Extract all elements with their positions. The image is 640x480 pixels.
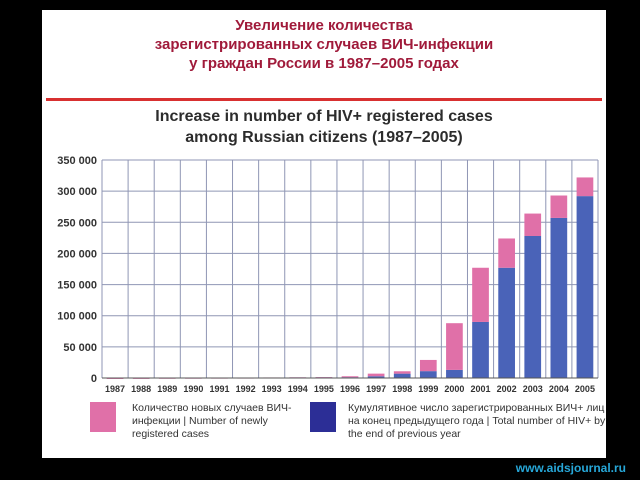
title-ru-line: зарегистрированных случаев ВИЧ-инфекции xyxy=(154,36,494,53)
y-tick-label: 150 000 xyxy=(57,280,97,292)
x-tick-label: 2005 xyxy=(575,384,595,394)
bar-cumulative-2003 xyxy=(524,235,542,378)
x-tick-label: 1989 xyxy=(157,384,177,394)
legend-swatch-cumulative xyxy=(310,402,336,432)
legend-label-new-cases: Количество новых случаев ВИЧ-инфекции | … xyxy=(132,402,292,440)
legend-swatch-new-cases xyxy=(90,402,116,432)
title-en-line: Increase in number of HIV+ registered ca… xyxy=(155,108,493,125)
bar-cumulative-2005 xyxy=(576,196,594,378)
y-tick-label: 0 xyxy=(91,373,97,385)
bar-new-cases-2000 xyxy=(446,323,463,370)
chart-title-russian: Увеличение количества зарегистрированных… xyxy=(42,16,606,73)
bar-cumulative-1997 xyxy=(367,376,385,378)
bar-new-cases-1996 xyxy=(341,376,359,378)
x-tick-label: 2000 xyxy=(444,384,464,394)
bar-cumulative-2000 xyxy=(446,369,463,378)
bar-cumulative-2002 xyxy=(498,267,515,378)
bar-cumulative-1999 xyxy=(419,371,437,378)
x-tick-label: 1990 xyxy=(183,384,203,394)
slide: Увеличение количества зарегистрированных… xyxy=(42,10,606,458)
x-tick-label: 2003 xyxy=(523,384,543,394)
bar-new-cases-2002 xyxy=(498,238,515,268)
title-ru-line: Увеличение количества xyxy=(235,17,413,34)
bar-new-cases-2001 xyxy=(472,267,489,322)
x-tick-label: 2002 xyxy=(497,384,517,394)
hiv-cases-bar-chart: 0 50 000 100 000 150 000 200 000 250 000 300 0… xyxy=(57,155,599,394)
bar-cumulative-1998 xyxy=(393,373,411,378)
bar-new-cases-1997 xyxy=(367,373,385,377)
bar-new-cases-1999 xyxy=(419,359,437,372)
x-tick-label: 1998 xyxy=(392,384,412,394)
bar-new-cases-2005 xyxy=(576,177,594,197)
plot-area xyxy=(102,160,598,378)
x-tick-label: 1988 xyxy=(131,384,151,394)
y-tick-label: 200 000 xyxy=(57,248,97,260)
bar-cumulative-2004 xyxy=(550,217,568,378)
x-tick-label: 1992 xyxy=(236,384,256,394)
bar-new-cases-2003 xyxy=(524,213,542,236)
legend-label-cumulative: Кумулятивное число зарегистрированных ВИ… xyxy=(348,402,606,440)
y-tick-label: 300 000 xyxy=(57,186,97,198)
x-tick-label: 1995 xyxy=(314,384,334,394)
y-tick-label: 50 000 xyxy=(63,342,97,354)
x-tick-label: 1993 xyxy=(262,384,282,394)
bar-new-cases-2004 xyxy=(550,195,568,218)
bar-new-cases-1998 xyxy=(393,371,411,374)
x-tick-label: 1994 xyxy=(288,384,308,394)
y-tick-label: 100 000 xyxy=(57,311,97,323)
x-tick-label: 1996 xyxy=(340,384,360,394)
x-tick-label: 1999 xyxy=(418,384,438,394)
title-divider xyxy=(46,98,602,101)
y-tick-label: 350 000 xyxy=(57,155,97,167)
y-tick-label: 250 000 xyxy=(57,217,97,229)
title-en-line: among Russian citizens (1987–2005) xyxy=(185,129,463,146)
x-tick-label: 1991 xyxy=(209,384,229,394)
x-tick-label: 1987 xyxy=(105,384,125,394)
x-tick-label: 2001 xyxy=(471,384,491,394)
x-tick-label: 2004 xyxy=(549,384,569,394)
x-tick-label: 1997 xyxy=(366,384,386,394)
bar-cumulative-2001 xyxy=(472,321,489,378)
chart-title-english: Increase in number of HIV+ registered ca… xyxy=(42,106,606,148)
source-credit: www.aidsjournal.ru xyxy=(515,461,626,475)
title-ru-line: у граждан России в 1987–2005 годах xyxy=(189,55,459,72)
